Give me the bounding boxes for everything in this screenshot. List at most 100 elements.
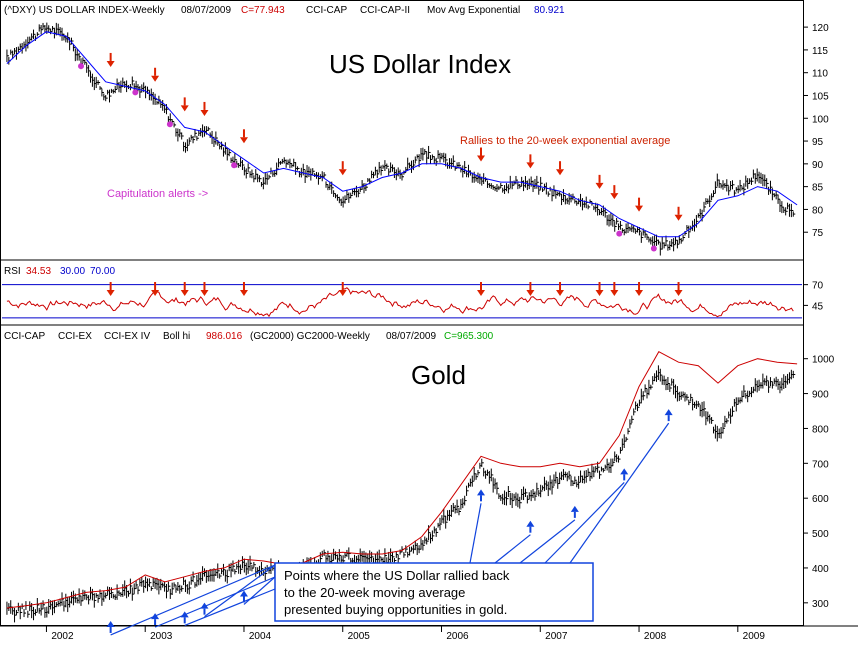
- buy-arrow: [151, 613, 160, 620]
- x-tick-label: 2002: [51, 631, 74, 642]
- rsi-arrow: [477, 290, 486, 296]
- rsi-arrow: [556, 290, 565, 296]
- buy-arrow: [570, 505, 579, 512]
- y-tick-label: 75: [812, 228, 824, 239]
- callout-pointer: [110, 564, 276, 636]
- bollinger-line: [6, 351, 798, 609]
- dollar-header: (^DXY) US DOLLAR INDEX-Weekly 08/07/2009…: [4, 5, 565, 16]
- capitulation-dot: [650, 245, 657, 252]
- y-tick-label: 85: [812, 183, 824, 194]
- dollar-symbol: (^DXY) US DOLLAR INDEX-Weekly: [4, 5, 165, 16]
- capitulation-dot: [132, 89, 139, 96]
- y-tick-label: 45: [812, 301, 824, 312]
- capitulation-dot: [78, 63, 85, 70]
- x-tick-label: 2005: [348, 631, 371, 642]
- sell-arrow: [635, 205, 644, 212]
- callout-line-3: presented buying opportunities in gold.: [284, 602, 507, 617]
- sell-arrow: [151, 75, 160, 82]
- rsi-arrow: [239, 290, 248, 296]
- sell-arrow: [200, 109, 209, 116]
- sell-arrow: [239, 137, 248, 144]
- y-tick-label: 700: [812, 459, 829, 470]
- capitulation-dot: [616, 230, 623, 237]
- y-tick-label: 900: [812, 390, 829, 401]
- y-tick-label: 90: [812, 160, 824, 171]
- rsi-high: 70.00: [90, 266, 115, 277]
- rsi-arrow: [610, 290, 619, 296]
- dollar-close: C=77.943: [241, 5, 285, 16]
- y-tick-label: 115: [812, 46, 828, 57]
- gold-date: 08/07/2009: [386, 331, 436, 342]
- y-tick-label: 600: [812, 494, 829, 505]
- callout-pointer: [569, 422, 670, 564]
- gold-ind3: CCI-EX IV: [104, 331, 150, 342]
- rsi-arrow: [151, 290, 160, 296]
- gold-boll-value: 986.016: [206, 331, 243, 342]
- dollar-ind2: CCI-CAP-II: [360, 5, 410, 16]
- callout-pointer: [469, 503, 482, 564]
- gold-price-bars: [6, 365, 796, 623]
- x-tick-label: 2007: [545, 631, 568, 642]
- sell-arrow: [556, 169, 565, 176]
- callout-pointer: [154, 576, 276, 628]
- buy-arrow: [200, 602, 209, 609]
- dollar-title: US Dollar Index: [329, 49, 511, 79]
- sell-arrow: [180, 105, 189, 112]
- buy-arrow: [239, 590, 248, 597]
- sell-arrow: [106, 60, 115, 67]
- rsi-arrow: [106, 290, 115, 296]
- capitulation-dot: [166, 121, 173, 128]
- buy-arrow: [620, 468, 629, 475]
- sell-arrow: [338, 169, 347, 176]
- y-tick-label: 70: [812, 281, 824, 292]
- x-tick-label: 2004: [249, 631, 272, 642]
- buy-arrow: [106, 620, 115, 627]
- chart-marks: 7580859095100105110115120300400500600700…: [2, 22, 835, 642]
- rsi-line: [6, 287, 794, 318]
- rsi-arrow: [338, 290, 347, 296]
- x-tick-label: 2009: [743, 631, 766, 642]
- dollar-ind1: CCI-CAP: [306, 5, 347, 16]
- y-tick-label: 500: [812, 529, 829, 540]
- rsi-value: 34.53: [26, 266, 51, 277]
- gold-boll-label: Boll hi: [163, 331, 190, 342]
- gold-title: Gold: [411, 360, 466, 390]
- gold-callout: Points where the US Dollar rallied back …: [274, 562, 594, 622]
- dollar-date: 08/07/2009: [181, 5, 231, 16]
- sell-arrow: [610, 193, 619, 200]
- gold-symbol: (GC2000) GC2000-Weekly: [250, 331, 370, 342]
- callout-line-1: Points where the US Dollar rallied back: [284, 568, 510, 583]
- callout-pointer: [494, 534, 531, 564]
- buy-arrow: [526, 520, 535, 527]
- callout-pointer: [184, 588, 276, 626]
- sell-arrow: [477, 155, 486, 162]
- x-tick-label: 2003: [150, 631, 173, 642]
- annotation-rallies: Rallies to the 20-week exponential avera…: [460, 135, 670, 147]
- buy-arrow: [477, 489, 486, 496]
- gold-close: C=965.300: [444, 331, 494, 342]
- rsi-header: RSI 34.53 30.00 70.00: [4, 266, 115, 277]
- rsi-arrow: [635, 290, 644, 296]
- x-tick-label: 2006: [446, 631, 469, 642]
- rsi-arrow: [674, 290, 683, 296]
- y-tick-label: 120: [812, 23, 829, 34]
- y-tick-label: 300: [812, 599, 829, 610]
- rsi-label: RSI: [4, 266, 21, 277]
- callout-pointer: [544, 481, 625, 564]
- y-tick-label: 95: [812, 137, 824, 148]
- y-tick-label: 110: [812, 69, 828, 80]
- y-tick-label: 100: [812, 114, 829, 125]
- callout-pointer: [243, 576, 276, 605]
- callout-box: [274, 562, 594, 622]
- axis-strip: [804, 0, 858, 646]
- plot-frame: [0, 0, 804, 626]
- gold-ind1: CCI-CAP: [4, 331, 45, 342]
- callout-line-2: to the 20-week moving average: [284, 585, 465, 600]
- callout-pointer: [519, 519, 576, 564]
- sell-arrow: [595, 182, 604, 189]
- x-tick-label: 2008: [644, 631, 667, 642]
- y-tick-label: 80: [812, 205, 824, 216]
- capitulation-dot: [231, 162, 238, 169]
